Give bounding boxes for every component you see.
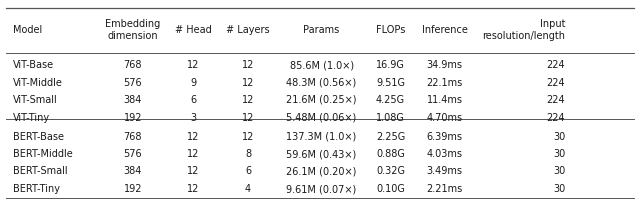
Text: 5.48M (0.06×): 5.48M (0.06×) bbox=[287, 113, 356, 123]
Text: 85.6M (1.0×): 85.6M (1.0×) bbox=[289, 60, 354, 70]
Text: 6: 6 bbox=[245, 166, 251, 176]
Text: ViT-Tiny: ViT-Tiny bbox=[13, 113, 50, 123]
Text: Embedding
dimension: Embedding dimension bbox=[105, 19, 161, 41]
Text: BERT-Base: BERT-Base bbox=[13, 132, 64, 142]
Text: 12: 12 bbox=[242, 60, 254, 70]
Text: ViT-Small: ViT-Small bbox=[13, 95, 58, 105]
Text: 16.9G: 16.9G bbox=[376, 60, 405, 70]
Text: 768: 768 bbox=[124, 132, 142, 142]
Text: 30: 30 bbox=[553, 132, 565, 142]
Text: 12: 12 bbox=[242, 113, 254, 123]
Text: 384: 384 bbox=[124, 95, 142, 105]
Text: ViT-Middle: ViT-Middle bbox=[13, 78, 63, 88]
Text: Input
resolution/length: Input resolution/length bbox=[482, 19, 565, 41]
Text: FLOPs: FLOPs bbox=[376, 25, 405, 35]
Text: 192: 192 bbox=[124, 113, 142, 123]
Text: 384: 384 bbox=[124, 166, 142, 176]
Text: 3.49ms: 3.49ms bbox=[427, 166, 463, 176]
Text: 4.70ms: 4.70ms bbox=[427, 113, 463, 123]
Text: Model: Model bbox=[13, 25, 42, 35]
Text: 576: 576 bbox=[124, 149, 142, 159]
Text: 21.6M (0.25×): 21.6M (0.25×) bbox=[286, 95, 357, 105]
Text: 768: 768 bbox=[124, 60, 142, 70]
Text: 30: 30 bbox=[553, 184, 565, 194]
Text: 224: 224 bbox=[547, 95, 565, 105]
Text: 6.39ms: 6.39ms bbox=[427, 132, 463, 142]
Text: 4: 4 bbox=[245, 184, 251, 194]
Text: 137.3M (1.0×): 137.3M (1.0×) bbox=[287, 132, 356, 142]
Text: 224: 224 bbox=[547, 113, 565, 123]
Text: 48.3M (0.56×): 48.3M (0.56×) bbox=[287, 78, 356, 88]
Text: 4.25G: 4.25G bbox=[376, 95, 405, 105]
Text: Inference: Inference bbox=[422, 25, 468, 35]
Text: 30: 30 bbox=[553, 166, 565, 176]
Text: 0.32G: 0.32G bbox=[376, 166, 405, 176]
Text: 1.08G: 1.08G bbox=[376, 113, 405, 123]
Text: 34.9ms: 34.9ms bbox=[427, 60, 463, 70]
Text: 6: 6 bbox=[191, 95, 196, 105]
Text: 2.21ms: 2.21ms bbox=[427, 184, 463, 194]
Text: 0.10G: 0.10G bbox=[376, 184, 405, 194]
Text: 224: 224 bbox=[547, 78, 565, 88]
Text: 224: 224 bbox=[547, 60, 565, 70]
Text: 8: 8 bbox=[245, 149, 251, 159]
Text: 12: 12 bbox=[242, 95, 254, 105]
Text: 3: 3 bbox=[191, 113, 196, 123]
Text: 12: 12 bbox=[188, 60, 200, 70]
Text: 12: 12 bbox=[242, 132, 254, 142]
Text: 12: 12 bbox=[188, 184, 200, 194]
Text: 0.88G: 0.88G bbox=[376, 149, 405, 159]
Text: 59.6M (0.43×): 59.6M (0.43×) bbox=[287, 149, 356, 159]
Text: BERT-Small: BERT-Small bbox=[13, 166, 67, 176]
Text: 4.03ms: 4.03ms bbox=[427, 149, 463, 159]
Text: Params: Params bbox=[303, 25, 340, 35]
Text: 12: 12 bbox=[188, 166, 200, 176]
Text: 26.1M (0.20×): 26.1M (0.20×) bbox=[287, 166, 356, 176]
Text: 30: 30 bbox=[553, 149, 565, 159]
Text: # Head: # Head bbox=[175, 25, 212, 35]
Text: 9.51G: 9.51G bbox=[376, 78, 405, 88]
Text: BERT-Middle: BERT-Middle bbox=[13, 149, 72, 159]
Text: 12: 12 bbox=[188, 149, 200, 159]
Text: 12: 12 bbox=[242, 78, 254, 88]
Text: 12: 12 bbox=[188, 132, 200, 142]
Text: 9.61M (0.07×): 9.61M (0.07×) bbox=[287, 184, 356, 194]
Text: ViT-Base: ViT-Base bbox=[13, 60, 54, 70]
Text: 192: 192 bbox=[124, 184, 142, 194]
Text: 9: 9 bbox=[191, 78, 196, 88]
Text: # Layers: # Layers bbox=[226, 25, 270, 35]
Text: BERT-Tiny: BERT-Tiny bbox=[13, 184, 60, 194]
Text: 576: 576 bbox=[124, 78, 142, 88]
Text: 11.4ms: 11.4ms bbox=[427, 95, 463, 105]
Text: 2.25G: 2.25G bbox=[376, 132, 405, 142]
Text: 22.1ms: 22.1ms bbox=[427, 78, 463, 88]
